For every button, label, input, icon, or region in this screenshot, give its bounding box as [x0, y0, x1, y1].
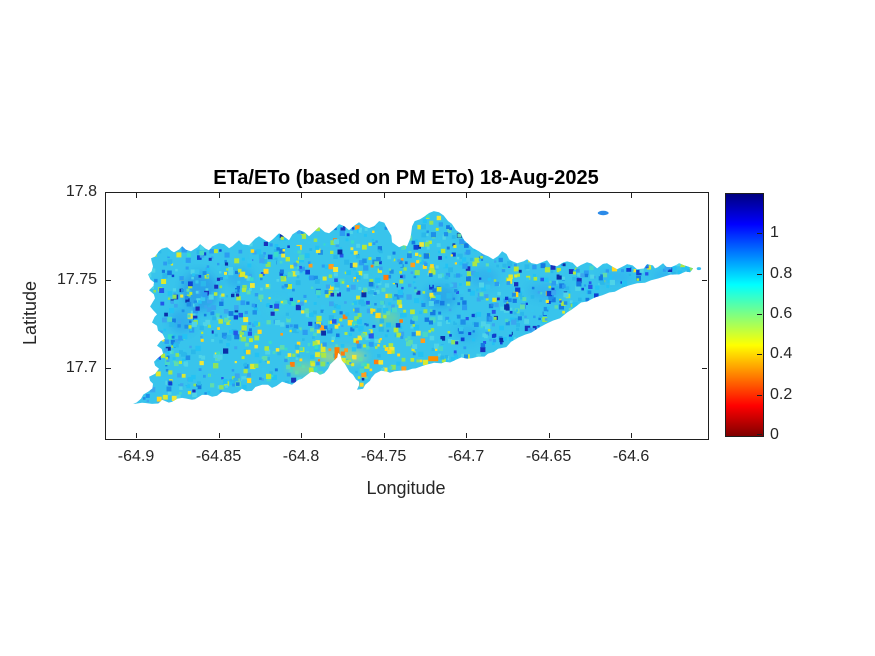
- x-tick-mark: [548, 433, 550, 438]
- colorbar-tick-label: 0: [770, 426, 779, 443]
- colorbar-tick-mark: [757, 273, 762, 275]
- east-point-islet: [696, 267, 702, 271]
- x-tick-label: -64.65: [525, 448, 572, 465]
- colorbar-tick-label: 0.6: [770, 305, 793, 322]
- y-tick-label: 17.7: [65, 358, 97, 376]
- y-tick-mark: [106, 367, 111, 369]
- northeast-islet: [597, 210, 609, 216]
- x-tick-mark: [383, 433, 385, 438]
- x-tick-mark-top: [218, 193, 220, 198]
- orange-patch-south-coast: [428, 356, 439, 362]
- x-tick-mark-top: [631, 193, 633, 198]
- colorbar-tick-mark: [757, 354, 762, 356]
- colorbar-tick-mark: [757, 394, 762, 396]
- x-tick-mark: [301, 433, 303, 438]
- colorbar-tick-label: 0.8: [770, 264, 793, 282]
- x-tick-label: -64.85: [195, 448, 242, 465]
- y-tick-mark-right: [702, 279, 707, 281]
- colorbar-tick-mark: [757, 233, 762, 235]
- x-tick-mark: [136, 433, 138, 438]
- x-axis-label: Longitude: [366, 478, 446, 498]
- x-tick-label: -64.6: [612, 448, 650, 465]
- x-tick-mark-top: [136, 193, 138, 198]
- colorbar-tick-label: 0.4: [770, 345, 793, 363]
- x-tick-mark-top: [383, 193, 385, 198]
- colorbar-tick-label: 0.2: [770, 385, 793, 403]
- x-tick-mark: [218, 433, 220, 438]
- y-tick-mark-right: [702, 367, 707, 369]
- x-tick-mark-top: [548, 193, 550, 198]
- chart-title: ETa/ETo (based on PM ETo) 18-Aug-2025: [213, 167, 599, 189]
- y-tick-mark: [106, 279, 111, 281]
- y-tick-mark: [106, 192, 111, 193]
- x-tick-label: -64.8: [282, 448, 320, 465]
- red-dot-west-tip: [134, 406, 139, 409]
- orange-strip-bay-west: [334, 347, 340, 370]
- y-tick-label: 17.75: [56, 270, 97, 288]
- island-raster: [133, 211, 694, 404]
- island-heatmap: [133, 210, 702, 409]
- x-tick-mark: [466, 433, 468, 438]
- y-tick-mark-right: [702, 192, 707, 193]
- x-tick-label: -64.7: [447, 448, 485, 465]
- plot-area: [105, 192, 709, 440]
- y-tick-label: 17.8: [65, 183, 97, 200]
- x-tick-mark: [631, 433, 633, 438]
- x-tick-label: -64.75: [360, 448, 407, 465]
- colorbar: [725, 193, 764, 437]
- x-tick-label: -64.9: [117, 448, 155, 465]
- x-tick-mark-top: [466, 193, 468, 198]
- x-tick-mark-top: [301, 193, 303, 198]
- colorbar-tick-mark: [757, 434, 762, 435]
- colorbar-tick-label: 1: [770, 224, 779, 242]
- colorbar-tick-mark: [757, 314, 762, 315]
